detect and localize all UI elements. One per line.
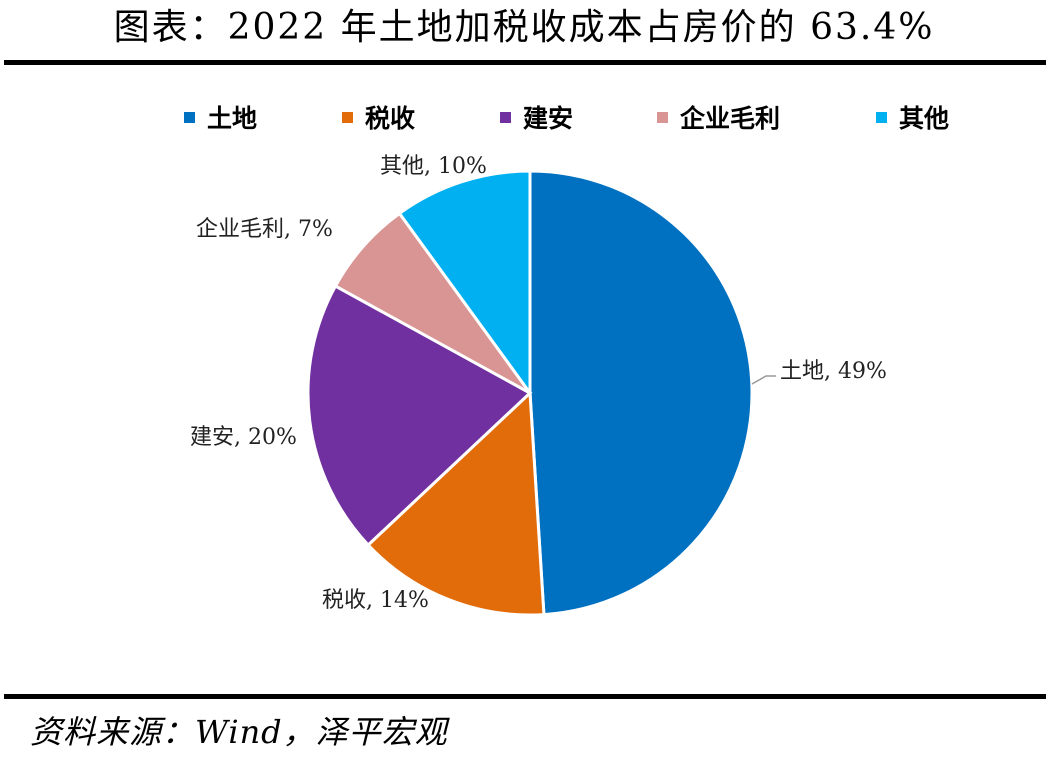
pie-slice-construction [306,284,533,548]
legend-swatch-land [184,111,195,123]
top-rule [4,60,1046,65]
chart-legend: 土地 税收 建安 企业毛利 其他 [0,100,1048,134]
legend-swatch-other [876,111,887,123]
data-label-tax: 税收, 14% [322,588,429,613]
legend-swatch-tax [342,111,353,123]
legend-label-tax: 税收 [365,104,416,133]
pie-slice-other [397,169,532,398]
legend-label-construction: 建安 [523,104,574,133]
data-label-other: 其他, 10% [380,154,487,179]
pie-slice-land [528,169,754,617]
leader-line-land [751,375,776,385]
legend-swatch-construction [500,111,511,123]
legend-item-profit: 企业毛利 [657,100,780,134]
legend-item-tax: 税收 [342,100,415,134]
chart-title: 图表：2022 年土地加税收成本占房价的 63.4% [113,7,935,48]
legend-label-profit: 企业毛利 [680,104,781,133]
data-label-construction: 建安, 20% [190,425,297,450]
legend-swatch-profit [657,111,668,123]
pie-slice-tax [366,389,546,617]
legend-item-construction: 建安 [500,100,573,134]
legend-item-other: 其他 [876,100,949,134]
legend-label-other: 其他 [899,104,950,133]
data-label-land: 土地, 49% [780,359,887,384]
bottom-rule [4,694,1046,699]
data-label-profit: 企业毛利, 7% [196,217,333,242]
legend-label-land: 土地 [207,104,258,133]
source-note: 资料来源：Wind，泽平宏观 [30,713,448,751]
legend-item-land: 土地 [184,100,257,134]
